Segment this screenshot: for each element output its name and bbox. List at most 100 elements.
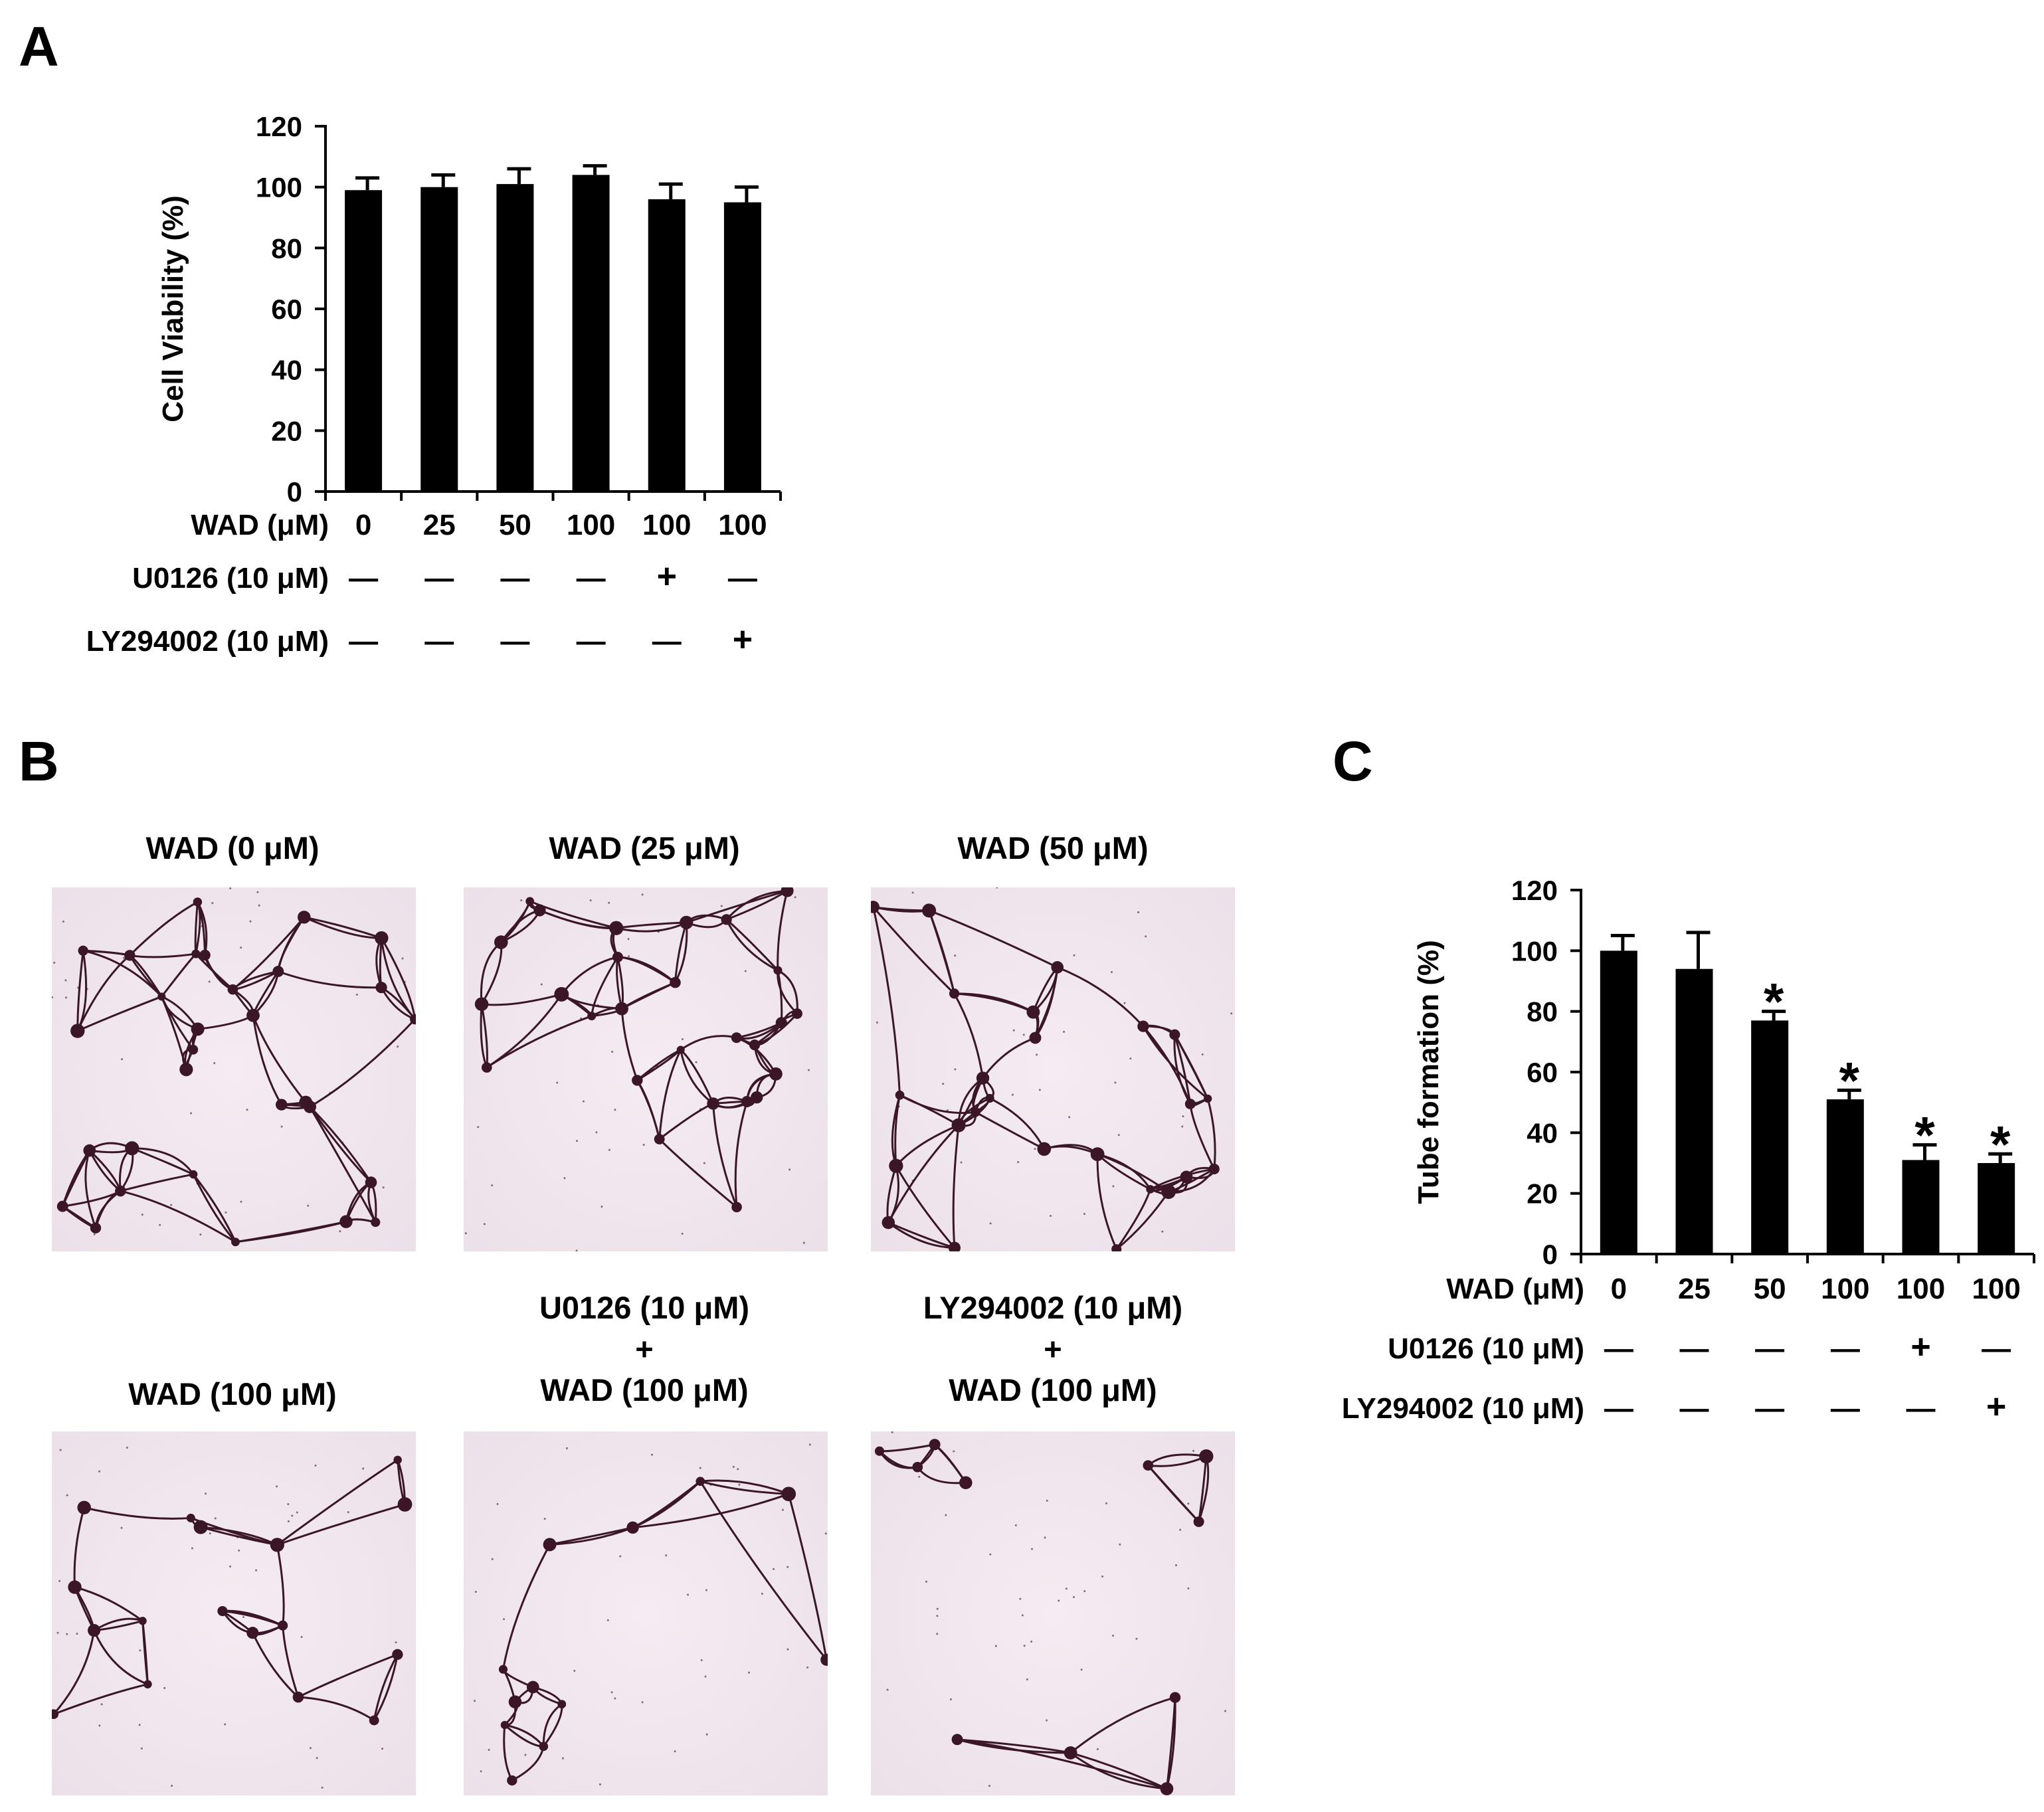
cell-debris [76,1633,78,1635]
condition-value-2-2: — [500,625,529,658]
cell-debris [56,1631,59,1634]
tube-segment [373,1653,399,1722]
condition-value-1-3: — [1831,1332,1860,1365]
tube-segment [872,905,901,1097]
tube-node [871,901,880,913]
tube-node [1204,1094,1212,1103]
tube-segment [1173,1034,1192,1105]
cell-debris [262,1003,264,1006]
cell-debris [806,1666,809,1669]
cell-debris [65,996,68,999]
tube-segment [725,918,779,972]
cell-debris [1080,1669,1083,1671]
tube-segment [894,1094,901,1167]
cell-debris [808,1069,810,1071]
cell-debris [1073,954,1075,956]
tube-node [138,1617,147,1625]
cell-debris [225,1211,227,1214]
cell-debris [886,1688,889,1691]
cell-debris [1091,1156,1093,1158]
y-tick-label: 20 [271,415,302,446]
tube-segment [276,1503,407,1546]
bar-0 [1600,951,1637,1254]
cell-debris [988,1785,991,1787]
cell-debris [138,1724,141,1726]
cell-debris [341,1141,343,1144]
cell-debris [280,1125,283,1128]
tube-node [88,1624,101,1637]
cell-debris [676,980,679,983]
tube-node [543,1538,557,1552]
tube-segment [928,909,956,995]
tube-node [494,935,508,949]
tube-segment [252,1014,307,1103]
tube-node [191,949,201,958]
cell-debris [573,1669,576,1672]
tube-segment [777,889,789,972]
tube-segment [725,918,779,972]
cell-debris [121,1058,124,1061]
tube-segment [1056,966,1145,1028]
cell-debris [362,1467,365,1470]
tube-node [217,1605,228,1617]
cell-debris [480,1770,482,1773]
cell-debris [401,957,404,960]
condition-value-1-1: — [424,562,454,594]
condition-label-2: LY294002 (10 μM) [1342,1392,1584,1425]
tube-segment [685,889,789,924]
cell-debris [291,1514,294,1517]
tube-node [193,897,203,907]
cell-debris [773,1568,775,1570]
tube-node [1184,1099,1196,1109]
cell-debris [949,1698,952,1700]
tube-segment [76,949,84,1032]
condition-value-1-0: — [349,562,378,594]
tube-segment [712,1102,738,1208]
significance-marker-3: * [1839,1051,1860,1109]
cell-debris [954,1068,957,1071]
cell-debris [300,1636,303,1639]
tube-segment [787,1493,828,1661]
tube-segment [887,1124,960,1224]
cell-debris [139,1649,141,1652]
tube-segment [699,1479,790,1495]
cell-debris [1145,935,1147,938]
tube-node [278,1620,288,1631]
tube-segment [251,1631,300,1698]
tube-node [52,1709,59,1720]
bar-1 [420,187,458,492]
tube-node [1090,1147,1105,1162]
cell-debris [1019,1597,1022,1600]
cell-debris [314,1464,317,1467]
cell-debris [1119,1543,1121,1546]
bar-1 [1675,968,1713,1254]
tube-segment [1034,966,1059,1040]
tube-segment [1096,1153,1170,1193]
tube-node [339,1215,353,1228]
cell-debris [474,1591,477,1593]
cell-debris [1011,1093,1014,1096]
cell-debris [1068,1116,1071,1119]
cell-debris [1230,1012,1233,1015]
tube-node [375,982,387,994]
cell-debris [240,1200,242,1203]
tube-node [1137,1020,1149,1032]
cell-debris [64,979,67,982]
cell-debris [556,1081,559,1084]
cell-debris [876,1021,878,1024]
cell-debris [321,1786,324,1789]
cell-debris [641,893,644,896]
cell-debris [628,955,630,958]
cell-debris [483,1223,486,1225]
tube-node [792,1008,802,1019]
tube-segment [1173,1034,1209,1100]
condition-value-2-5: + [733,620,753,659]
bar-2 [1751,1020,1789,1254]
cell-debris [656,930,659,933]
tube-node [90,1222,102,1233]
cell-debris [699,1467,701,1469]
tube-segment [658,1048,682,1140]
cell-debris [699,1108,701,1111]
condition-label-2: LY294002 (10 μM) [86,625,329,658]
condition-label-0: WAD (μM) [191,509,329,541]
